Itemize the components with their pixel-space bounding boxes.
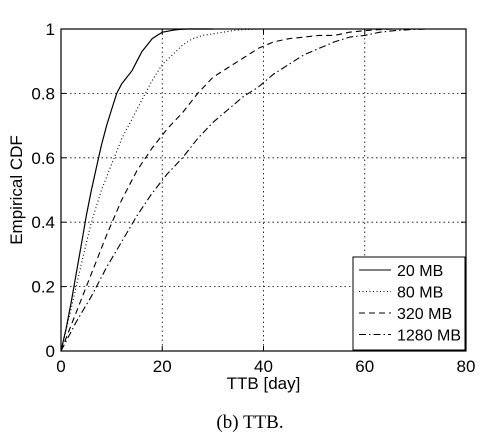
legend-label: 320 MB [397,306,452,323]
x-tick-label: 0 [56,357,65,376]
legend-label: 1280 MB [397,328,461,345]
y-tick-label: 0.6 [31,149,55,168]
legend-label: 20 MB [397,263,443,280]
legend-box [352,256,466,351]
y-tick-label: 0.2 [31,278,55,297]
series-line-20-mb [60,28,213,352]
legend-label: 80 MB [397,285,443,302]
y-axis-title: Empirical CDF [7,135,26,245]
y-tick-label: 0.4 [31,213,55,232]
x-tick-label: 80 [457,357,476,376]
legend: 20 MB 80 MB 320 MB 1280 MB [352,256,466,351]
y-tick-label: 1 [46,20,55,39]
series-line-320-mb [60,28,416,352]
x-axis-title: TTB [day] [227,374,301,393]
y-tick-label: 0.8 [31,84,55,103]
axis-ticks: 0 20 40 60 80 0 0.2 0.4 0.6 0.8 1 [31,20,475,376]
series-line-1280-mb [60,28,441,352]
x-tick-label: 20 [153,357,172,376]
x-tick-label: 40 [254,357,273,376]
series-line-80-mb [60,28,289,352]
y-tick-label: 0 [46,342,55,361]
x-tick-label: 60 [355,357,374,376]
figure-caption: (b) TTB. [216,412,283,433]
